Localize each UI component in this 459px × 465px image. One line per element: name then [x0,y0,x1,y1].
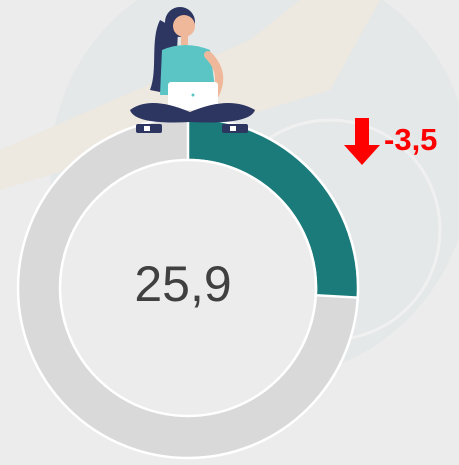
gauge [16,116,360,460]
gauge-value: 25,9 [134,256,231,312]
gauge-inner [58,158,318,418]
illustration [130,7,255,133]
change-label: -3,5 [384,122,437,157]
change-arrow [344,118,380,165]
